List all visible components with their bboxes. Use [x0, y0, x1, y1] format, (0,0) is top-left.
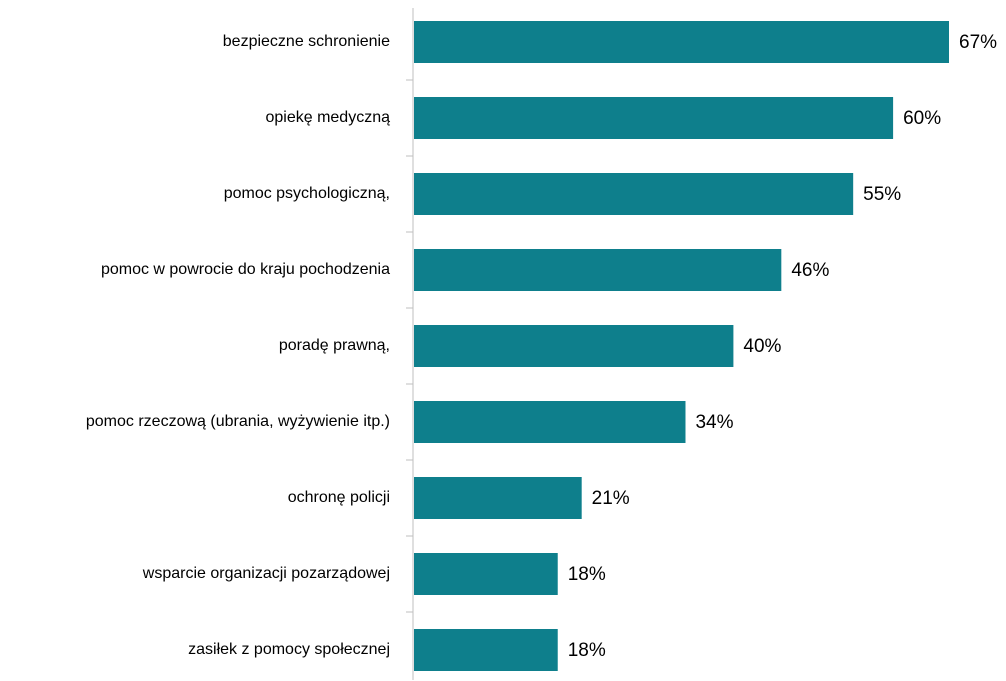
value-label: 34% [695, 412, 733, 433]
bar [414, 249, 782, 291]
category-label: bezpieczne schronienie [223, 33, 390, 50]
bar [414, 401, 686, 443]
bar [414, 477, 582, 519]
bar [414, 553, 558, 595]
value-label: 40% [743, 336, 781, 357]
value-label: 18% [568, 564, 606, 585]
category-label: poradę prawną, [279, 337, 390, 354]
value-label: 46% [791, 260, 829, 281]
category-label: opiekę medyczną [265, 109, 390, 126]
value-label: 18% [568, 640, 606, 661]
bar [414, 21, 949, 63]
category-label: ochronę policji [288, 489, 390, 506]
category-label: wsparcie organizacji pozarządowej [142, 565, 390, 582]
bar [414, 173, 854, 215]
value-label: 21% [592, 488, 630, 509]
bar [414, 97, 894, 139]
bar [414, 325, 734, 367]
category-label: pomoc w powrocie do kraju pochodzenia [101, 261, 390, 278]
category-label: pomoc psychologiczną, [224, 185, 390, 202]
value-label: 60% [903, 108, 941, 129]
value-label: 67% [959, 32, 997, 53]
value-label: 55% [863, 184, 901, 205]
category-label: zasiłek z pomocy społecznej [188, 641, 390, 658]
category-label: pomoc rzeczową (ubrania, wyżywienie itp.… [86, 413, 390, 430]
bar [414, 629, 558, 671]
